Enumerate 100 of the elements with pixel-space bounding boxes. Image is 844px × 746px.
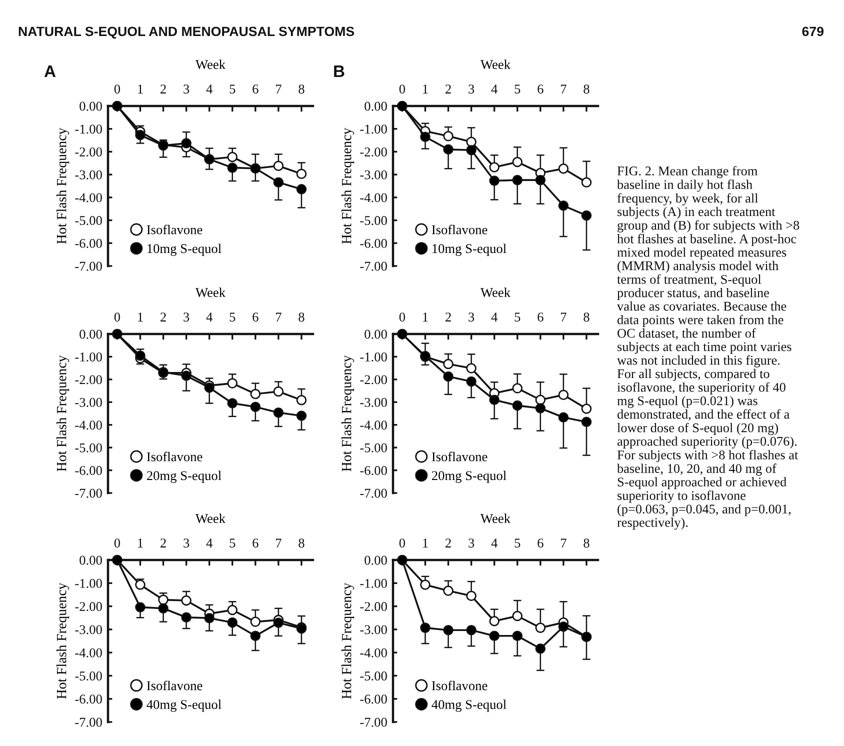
text: A xyxy=(44,66,56,77)
y-tick-label: -3.00 xyxy=(360,398,387,407)
y-tick-label: -4.00 xyxy=(360,648,387,658)
y-tick-label: -4.00 xyxy=(360,420,387,430)
legend-label: Isoflavone xyxy=(146,680,202,690)
y-tick-label: -6.00 xyxy=(360,466,387,476)
y-axis-title: Hot Flash Frequency xyxy=(56,582,70,699)
legend-label: Isoflavone xyxy=(432,680,488,690)
y-tick-label: -5.00 xyxy=(75,671,102,681)
x-tick-label: 3 xyxy=(468,312,474,322)
x-tick-label: 0 xyxy=(399,312,406,322)
y-tick-label: -5.00 xyxy=(360,216,387,226)
y-tick-label: 0.00 xyxy=(80,330,102,339)
x-tick-label: 8 xyxy=(584,312,590,322)
text: B xyxy=(334,66,344,77)
x-axis-title: Week xyxy=(480,288,511,298)
x-axis-title: Week xyxy=(196,60,226,70)
x-tick-label: 2 xyxy=(446,312,451,322)
x-tick-label: 6 xyxy=(538,312,544,322)
x-tick-label: 5 xyxy=(230,538,236,548)
x-tick-label: 4 xyxy=(491,84,498,94)
x-tick-label: 8 xyxy=(298,538,304,548)
y-tick-label: -2.00 xyxy=(360,602,387,612)
x-tick-label: 4 xyxy=(206,84,212,94)
x-tick-label: 1 xyxy=(423,84,428,94)
y-tick-label: -1.00 xyxy=(75,124,102,134)
x-tick-label: 7 xyxy=(276,538,282,548)
legend-label: Isoflavone xyxy=(432,224,488,234)
x-tick-label: 2 xyxy=(446,538,451,548)
y-tick-label: -1.00 xyxy=(360,352,387,362)
legend-label: Isoflavone xyxy=(146,224,202,234)
legend-label: Isoflavone xyxy=(432,452,488,462)
y-tick-label: -3.00 xyxy=(360,625,387,634)
x-tick-label: 8 xyxy=(298,84,304,94)
y-tick-label: -5.00 xyxy=(360,671,387,681)
x-tick-label: 2 xyxy=(446,84,451,94)
y-axis-title: Hot Flash Frequency xyxy=(56,128,70,244)
y-tick-label: 0.00 xyxy=(364,102,387,111)
y-tick-label: -3.00 xyxy=(75,398,102,407)
x-tick-label: 7 xyxy=(560,312,566,322)
y-tick-label: -2.00 xyxy=(75,375,102,384)
x-tick-label: 0 xyxy=(114,84,120,94)
y-tick-label: -3.00 xyxy=(360,170,387,180)
x-tick-label: 2 xyxy=(160,84,166,94)
y-tick-label: -5.00 xyxy=(75,216,102,226)
y-tick-label: -7.00 xyxy=(360,718,387,727)
x-tick-label: 6 xyxy=(252,84,258,94)
x-tick-label: 7 xyxy=(276,84,282,94)
x-tick-label: 5 xyxy=(514,538,520,548)
y-axis-title: Hot Flash Frequency xyxy=(341,355,354,472)
y-tick-label: -7.00 xyxy=(75,718,102,727)
y-axis-title: Hot Flash Frequency xyxy=(341,582,354,699)
y-tick-label: -6.00 xyxy=(75,694,102,704)
y-tick-label: -1.00 xyxy=(75,352,102,362)
legend-label: 10mg S-equol xyxy=(432,244,506,256)
y-tick-label: 0.00 xyxy=(364,556,387,565)
x-tick-label: 8 xyxy=(584,84,590,94)
y-tick-label: -2.00 xyxy=(360,147,387,157)
x-tick-label: 4 xyxy=(491,312,498,322)
y-tick-label: -2.00 xyxy=(360,375,387,384)
y-tick-label: -1.00 xyxy=(360,124,387,134)
y-tick-label: -5.00 xyxy=(75,443,102,452)
x-tick-label: 3 xyxy=(184,312,190,322)
y-tick-label: -6.00 xyxy=(75,238,102,248)
y-tick-label: -3.00 xyxy=(75,170,102,180)
y-tick-label: -6.00 xyxy=(75,466,102,476)
x-tick-label: 2 xyxy=(160,538,166,548)
legend-label: 10mg S-equol xyxy=(148,244,222,256)
text: NATURAL S-EQUOL AND MENOPAUSAL SYMPTOMS xyxy=(18,26,354,39)
text: 679 xyxy=(802,26,824,36)
x-tick-label: 1 xyxy=(138,312,143,322)
x-tick-label: 0 xyxy=(114,538,120,548)
y-tick-label: -1.00 xyxy=(360,578,387,588)
y-tick-label: 0.00 xyxy=(80,102,102,111)
y-tick-label: -7.00 xyxy=(75,262,102,271)
x-tick-label: 5 xyxy=(514,84,520,94)
x-axis-title: Week xyxy=(480,60,511,70)
x-tick-label: 8 xyxy=(584,538,590,548)
x-tick-label: 3 xyxy=(184,84,190,94)
y-tick-label: -3.00 xyxy=(75,625,102,634)
y-tick-label: -2.00 xyxy=(75,602,102,612)
x-tick-label: 7 xyxy=(560,84,566,94)
x-tick-label: 5 xyxy=(514,312,520,322)
x-axis-title: Week xyxy=(196,514,226,524)
y-tick-label: -4.00 xyxy=(360,193,387,202)
x-axis-title: Week xyxy=(196,288,226,298)
y-tick-label: -6.00 xyxy=(360,238,387,248)
y-tick-label: -4.00 xyxy=(75,193,102,202)
x-tick-label: 4 xyxy=(206,538,212,548)
x-tick-label: 3 xyxy=(468,538,474,548)
x-tick-label: 6 xyxy=(252,312,258,322)
y-tick-label: -7.00 xyxy=(75,488,102,498)
x-tick-label: 6 xyxy=(252,538,258,548)
x-tick-label: 3 xyxy=(184,538,190,548)
x-tick-label: 1 xyxy=(138,538,143,548)
x-tick-label: 5 xyxy=(230,312,236,322)
x-tick-label: 3 xyxy=(468,84,474,94)
y-tick-label: 0.00 xyxy=(80,556,102,565)
y-tick-label: -5.00 xyxy=(360,443,387,452)
legend-label: 20mg S-equol xyxy=(146,470,222,483)
